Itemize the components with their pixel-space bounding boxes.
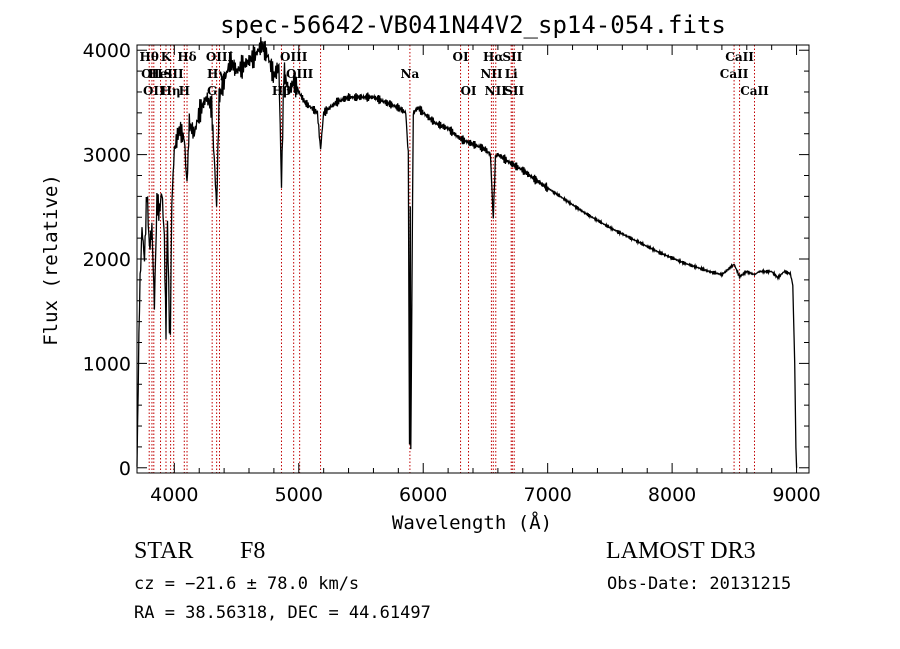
y-tick-label: 0 xyxy=(119,458,131,480)
plot-frame xyxy=(136,44,810,474)
line-label: HeI xyxy=(148,67,173,81)
chart-title: spec-56642-VB041N44V2_sp14-054.fits xyxy=(220,11,726,39)
line-label: OIII xyxy=(206,50,234,64)
line-label: Hδ xyxy=(177,50,196,64)
line-label: OI xyxy=(460,84,476,98)
observation-date: Obs-Date: 20131215 xyxy=(607,574,792,594)
line-label: CaII xyxy=(720,67,749,81)
line-label: Hγ xyxy=(207,67,226,81)
line-label: OI xyxy=(453,50,469,64)
emission-lines xyxy=(148,45,755,473)
line-label: Hβ xyxy=(272,84,291,98)
redshift-info: cz = −21.6 ± 78.0 km/s xyxy=(134,574,360,594)
line-label: OII xyxy=(141,67,163,81)
line-label: H xyxy=(179,84,190,98)
x-tick-label: 6000 xyxy=(399,484,447,506)
coordinates: RA = 38.56318, DEC = 44.61497 xyxy=(134,603,431,623)
line-label: SII xyxy=(164,67,184,81)
x-axis-label: Wavelength (Å) xyxy=(392,511,552,534)
survey-name: LAMOST DR3 xyxy=(606,538,756,564)
y-axis-label: Flux (relative) xyxy=(40,174,62,346)
line-label: CaII xyxy=(740,84,769,98)
line-label: NII xyxy=(485,84,508,98)
y-tick-label: 3000 xyxy=(83,145,131,167)
y-axis-ticks: 0 1000 2000 3000 4000 xyxy=(83,40,809,480)
line-label: Na xyxy=(401,67,420,81)
spectrum-line xyxy=(136,37,798,468)
line-label: Li xyxy=(505,67,518,81)
line-label: OIII xyxy=(286,67,314,81)
line-label: CaII xyxy=(725,50,754,64)
line-label: G xyxy=(207,84,217,98)
line-label: Hθ xyxy=(140,50,159,64)
x-tick-label: 5000 xyxy=(275,484,323,506)
line-label: Hα xyxy=(483,50,504,64)
x-tick-label: 8000 xyxy=(648,484,696,506)
object-class: STAR xyxy=(134,538,194,564)
y-tick-label: 1000 xyxy=(83,353,131,375)
y-tick-label: 4000 xyxy=(83,40,131,62)
y-tick-label: 2000 xyxy=(83,249,131,271)
spectrum-chart: spec-56642-VB041N44V2_sp14-054.fits Hθ OI… xyxy=(40,11,821,534)
line-label: SII xyxy=(502,50,522,64)
line-label: K xyxy=(161,50,172,64)
line-label: OIII xyxy=(280,50,308,64)
object-subclass: F8 xyxy=(240,538,266,564)
line-label: Hη xyxy=(161,84,181,98)
x-tick-label: 7000 xyxy=(523,484,571,506)
line-label: OII xyxy=(143,84,165,98)
x-tick-label: 4000 xyxy=(150,484,198,506)
x-tick-label: 9000 xyxy=(772,484,820,506)
line-label: SII xyxy=(504,84,524,98)
x-axis-ticks: 4000 5000 6000 7000 8000 9000 xyxy=(150,45,821,506)
line-label: NII xyxy=(480,67,503,81)
